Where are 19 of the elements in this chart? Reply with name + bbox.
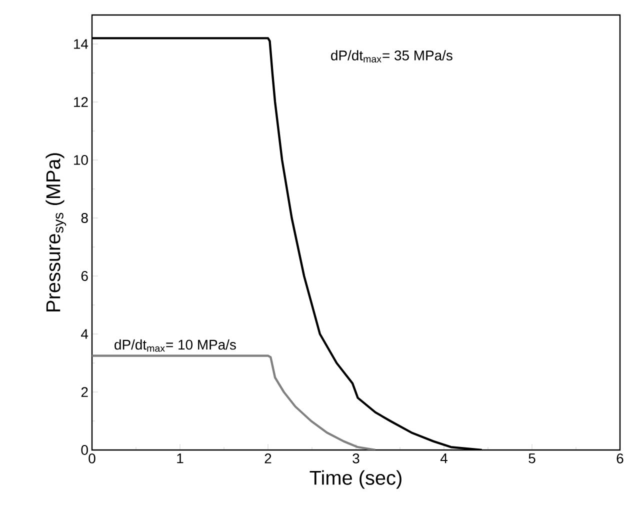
x-axis-title: Time (sec) (310, 470, 402, 489)
x-tick-label: 5 (528, 454, 536, 464)
y-tick-label: 8 (81, 213, 88, 223)
x-tick-label: 3 (352, 454, 360, 464)
x-tick-label: 1 (177, 454, 184, 464)
x-tick-label: 2 (264, 454, 272, 464)
y-tick-label: 6 (81, 271, 88, 281)
y-tick-label: 10 (74, 155, 88, 165)
y-tick-label: 4 (81, 329, 88, 339)
x-tick-label: 6 (616, 454, 624, 464)
y-tick-label: 12 (74, 97, 88, 107)
y-tick-label: 0 (81, 445, 88, 455)
y-tick-label: 2 (81, 387, 88, 397)
y-axis-title: Pressure$_{sys}$ (MPa) (46, 153, 66, 312)
annotation: dP/dt$_{max}$= 10 MPa/s (114, 339, 236, 352)
x-tick-label: 0 (88, 454, 96, 464)
x-tick-label: 4 (440, 454, 448, 464)
y-tick-label: 14 (74, 39, 88, 49)
annotation: dP/dt$_{max}$= 35 MPa/s (331, 50, 452, 62)
